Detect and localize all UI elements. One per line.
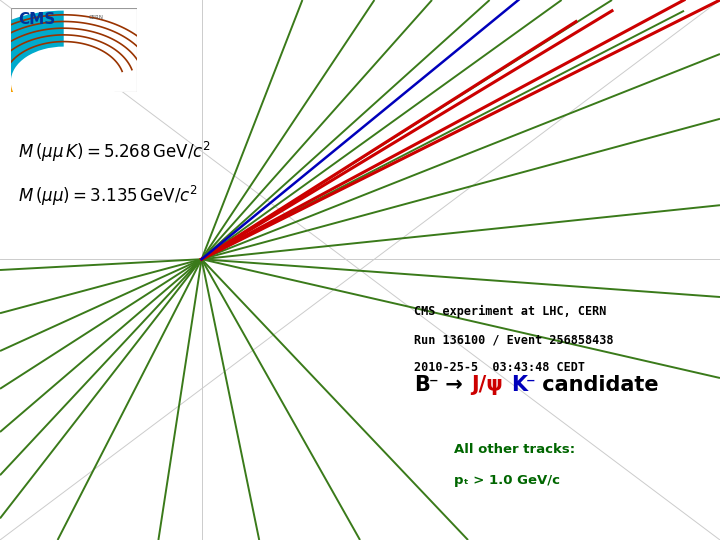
Text: ⁻: ⁻ bbox=[526, 375, 535, 393]
Text: K: K bbox=[511, 375, 527, 395]
Wedge shape bbox=[0, 82, 63, 153]
Text: CMS: CMS bbox=[19, 12, 55, 28]
Text: B: B bbox=[414, 375, 430, 395]
Text: Run 136100 / Event 256858438: Run 136100 / Event 256858438 bbox=[414, 333, 613, 346]
Text: CERN: CERN bbox=[89, 15, 104, 20]
Text: All other tracks:: All other tracks: bbox=[454, 443, 575, 456]
Text: →: → bbox=[438, 375, 470, 395]
Text: $M\,(\mu\mu\,K)= 5.268\,\mathrm{GeV}/c^2$: $M\,(\mu\mu\,K)= 5.268\,\mathrm{GeV}/c^2… bbox=[18, 140, 211, 165]
Text: 2010-25-5  03:43:48 CEDT: 2010-25-5 03:43:48 CEDT bbox=[414, 361, 585, 374]
Text: $M\,(\mu\mu)= 3.135\,\mathrm{GeV}/c^2$: $M\,(\mu\mu)= 3.135\,\mathrm{GeV}/c^2$ bbox=[18, 184, 198, 208]
Text: CMS experiment at LHC, CERN: CMS experiment at LHC, CERN bbox=[414, 305, 606, 318]
Wedge shape bbox=[11, 46, 117, 117]
Wedge shape bbox=[0, 11, 64, 82]
Text: ⁻: ⁻ bbox=[428, 375, 438, 393]
Text: candidate: candidate bbox=[535, 375, 659, 395]
Text: J/ψ: J/ψ bbox=[472, 375, 503, 395]
Text: pₜ > 1.0 GeV/c: pₜ > 1.0 GeV/c bbox=[454, 474, 559, 487]
